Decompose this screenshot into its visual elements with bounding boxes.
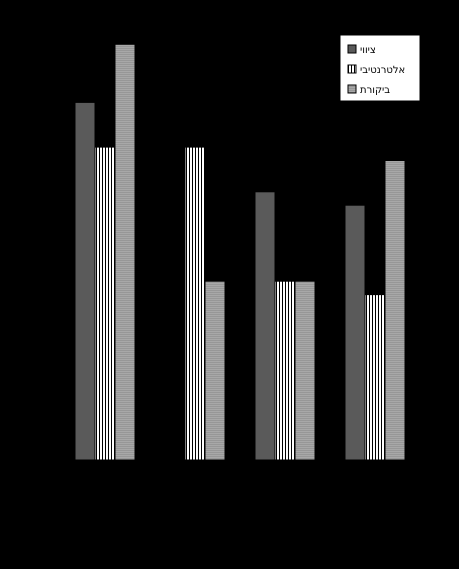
bar [184,146,206,461]
bar [94,146,116,461]
y-tick-label: 100% [31,9,54,18]
bar-value-label: 80% [77,93,94,101]
bar [364,294,386,461]
bar-value-label: 93% [117,35,134,43]
bar [384,160,406,461]
bar-value-label: 70% [187,138,204,146]
legend-swatch [347,44,357,54]
legend-swatch [347,64,357,74]
bar-value-label: 60% [257,183,274,191]
legend-label: אלטרנטיבי [360,65,405,76]
category-labels: פרויקטור רשת ממשטמש קשרים אנשים צריכים לעשו… [72,468,391,520]
bar [274,280,296,461]
bar-value-label: 37% [367,286,384,294]
bar-value-label: 40% [297,272,314,280]
legend-swatch [347,84,357,94]
y-tick-label: 40% [36,277,54,286]
y-tick-label: 0% [41,456,54,465]
category-label: אנשים צריכים לעשות [322,468,391,520]
bars [74,43,406,461]
x-axis-title: מטרי אבחון השיטה [165,519,244,529]
y-tick-label: 20% [36,367,54,376]
y-tick-label: 90% [36,54,54,63]
y-tick-label: 80% [36,98,54,107]
bar [254,191,276,461]
bar-value-label: 40% [207,272,224,280]
bar [344,204,366,461]
category-label: ממשטמש [177,468,211,496]
legend: ציווי אלטרנטיבי ביקורת [339,34,421,102]
bar [74,101,96,461]
bar [294,280,316,461]
y-tick-label: 70% [36,143,54,152]
y-tick-label: 10% [36,411,54,420]
x-axis [59,459,421,464]
bar [114,43,136,461]
bar-value-label: 67% [387,152,404,160]
legend-label: ביקורת [360,85,390,96]
category-label: קשרים [276,468,301,490]
bar-value-label: 0% [169,451,181,459]
legend-label: ציווי [360,45,376,56]
y-tick-label: 50% [36,233,54,242]
bar-value-label: 40% [277,272,294,280]
y-tick-label: 60% [36,188,54,197]
bar [204,280,226,461]
bar-value-label: 70% [97,138,114,146]
y-tick-label: 30% [36,322,54,331]
bar-value-label: 57% [347,196,364,204]
y-axis: 0% 10% 20% 30% 40% 50% 60% 70% 80% 90% 100% [31,9,61,465]
y-axis-title: מספר התשובות הנכונות (%) [19,178,29,297]
data-labels: 80%70%93%0%70%40%60%40% 40%57%37%67% [77,35,404,459]
category-label: פרויקטור רשת [72,468,121,506]
